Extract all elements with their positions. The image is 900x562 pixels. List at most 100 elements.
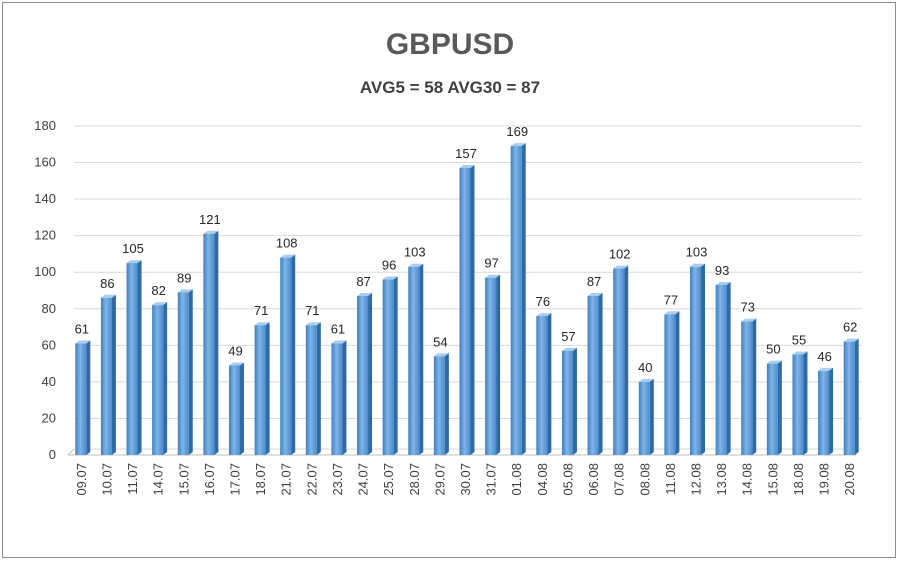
bar [741, 321, 753, 455]
data-label: 103 [404, 245, 426, 260]
bar-top [305, 322, 321, 326]
y-tick-label: 20 [42, 410, 56, 425]
bar [459, 168, 471, 456]
bar [228, 365, 240, 455]
data-label: 71 [305, 303, 319, 318]
data-label: 40 [638, 360, 652, 375]
y-tick-label: 100 [34, 264, 56, 279]
bar-top [100, 294, 116, 298]
bar-side [137, 260, 142, 455]
y-tick-label: 140 [34, 191, 56, 206]
data-label: 61 [75, 322, 89, 337]
bar-top [357, 292, 373, 296]
bar-side [342, 340, 347, 455]
bar-top [228, 362, 244, 366]
x-tick-label: 14.08 [740, 463, 755, 496]
bar-top [203, 230, 219, 234]
data-label: 57 [561, 329, 575, 344]
x-tick-label: 19.08 [817, 463, 832, 496]
bar [715, 285, 727, 455]
y-tick-label: 60 [42, 337, 56, 352]
floor-edge-left [67, 448, 75, 456]
bars [75, 143, 859, 456]
y-axis: 0 20 40 60 80 100 120 140 160 180 [34, 118, 56, 462]
data-label: 108 [276, 236, 298, 251]
data-label: 46 [817, 349, 831, 364]
bar-side [572, 347, 577, 455]
bar-top [280, 254, 296, 258]
data-label: 55 [792, 332, 806, 347]
x-tick-label: 24.07 [356, 463, 371, 496]
bar-side [393, 276, 398, 455]
bar-top [485, 274, 501, 278]
bar-side [163, 302, 168, 455]
x-tick-label: 30.07 [458, 463, 473, 496]
bar [152, 305, 164, 455]
bar [792, 354, 804, 455]
bar-top [331, 340, 347, 344]
bar [331, 343, 343, 455]
bar [100, 297, 112, 455]
bar-side [86, 340, 91, 455]
bar [254, 325, 266, 455]
bar-top [766, 360, 782, 364]
bar [433, 356, 445, 455]
data-label: 73 [741, 300, 755, 315]
bar-top [510, 143, 526, 147]
x-tick-label: 18.08 [791, 463, 806, 496]
bar-top [613, 265, 629, 269]
bar [408, 266, 420, 455]
bar-top [792, 351, 808, 355]
bar [126, 263, 138, 455]
x-tick-label: 12.08 [689, 463, 704, 496]
bar-top [843, 338, 859, 342]
x-tick-label: 21.07 [279, 463, 294, 496]
bar-side [547, 313, 552, 455]
x-tick-label: 31.07 [484, 463, 499, 496]
bar-side [726, 282, 731, 455]
bar-top [561, 347, 577, 351]
y-tick-label: 180 [34, 118, 56, 133]
bar-side [188, 289, 193, 455]
x-tick-label: 13.08 [714, 463, 729, 496]
bar [536, 316, 548, 455]
x-tick-label: 15.07 [176, 463, 191, 496]
bar-side [598, 292, 603, 455]
bar-side [239, 362, 244, 455]
data-label: 50 [766, 342, 780, 357]
bar [818, 370, 830, 455]
data-label: 103 [686, 245, 708, 260]
data-labels: 61 86 105 82 89 121 49 71 108 71 61 87 96 103 54 157 97 1… [75, 124, 858, 375]
bar-top [664, 311, 680, 315]
x-tick-label: 29.07 [432, 463, 447, 496]
bar-side [496, 274, 501, 455]
x-tick-label: 14.07 [151, 463, 166, 496]
x-tick-label: 05.08 [560, 463, 575, 496]
bar-side [752, 318, 757, 455]
bar-top [126, 260, 142, 264]
y-tick-label: 80 [42, 301, 56, 316]
bar [485, 277, 497, 455]
bar-top [408, 263, 424, 267]
y-tick-label: 0 [49, 447, 56, 462]
bar-side [470, 165, 475, 456]
bar-side [291, 254, 296, 455]
bar-side [444, 353, 449, 455]
bar-top [382, 276, 398, 280]
chart-subtitle: AVG5 = 58 AVG30 = 87 [359, 78, 541, 97]
data-label: 49 [228, 343, 242, 358]
x-tick-label: 09.07 [74, 463, 89, 496]
bar-side [265, 322, 270, 455]
data-label: 89 [177, 270, 191, 285]
x-tick-label: 28.07 [407, 463, 422, 496]
bar-side [316, 322, 321, 455]
x-tick-label: 22.07 [304, 463, 319, 496]
bar [587, 295, 599, 455]
x-tick-label: 11.08 [663, 463, 678, 495]
bar [357, 295, 369, 455]
bar-top [818, 367, 834, 371]
bar [664, 314, 676, 455]
data-label: 82 [151, 283, 165, 298]
